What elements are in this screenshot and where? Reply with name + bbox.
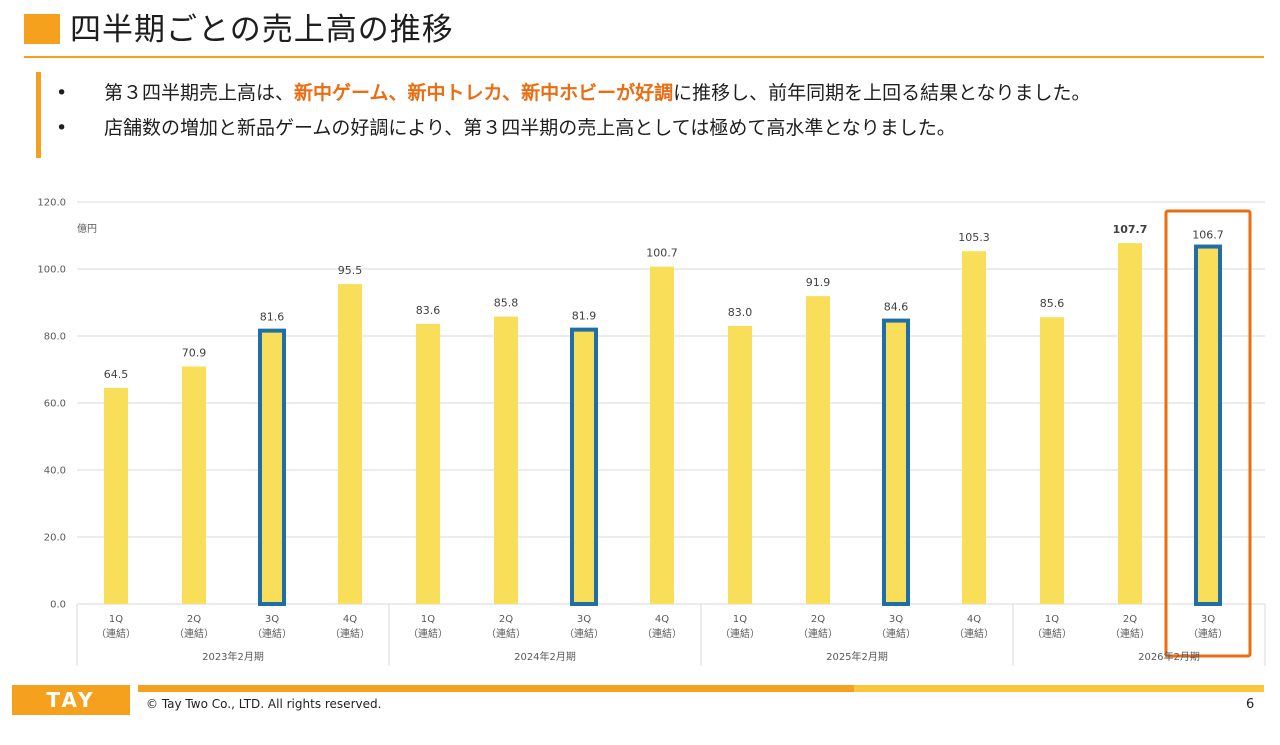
x-tick-label: 2Q	[811, 614, 825, 625]
bar	[182, 366, 206, 604]
x-tick-label: 1Q	[1045, 614, 1059, 625]
x-tick-sublabel: （連結）	[486, 627, 526, 640]
data-label: 105.3	[958, 231, 990, 244]
x-tick-label: 3Q	[265, 614, 279, 625]
x-group-label: 2023年2月期	[202, 650, 264, 663]
x-tick-label: 3Q	[1201, 614, 1215, 625]
y-tick-label: 80.0	[44, 332, 66, 343]
data-label: 91.9	[806, 276, 831, 289]
bullet-marker: •	[56, 82, 68, 104]
bullets-accent-bar	[36, 72, 41, 158]
quarterly-sales-chart: 0.0 20.0 40.0 60.0 80.0 100.0 120.0 億円 64.5 1Q （連結…	[37, 198, 1266, 666]
x-tick-sublabel: （連結）	[1110, 627, 1150, 640]
page-number: 6	[1246, 697, 1255, 712]
footer-bar-orange	[138, 685, 854, 692]
bar	[494, 316, 518, 604]
bar-highlighted	[258, 328, 286, 606]
y-tick-label: 120.0	[37, 198, 66, 209]
footer-bar-yellow	[854, 685, 1264, 692]
data-label: 107.7	[1113, 223, 1148, 236]
page-title: 四半期ごとの売上高の推移	[70, 12, 454, 48]
bar	[1040, 317, 1064, 604]
bullet-marker: •	[56, 117, 68, 139]
title-accent-square	[24, 14, 60, 44]
x-tick-label: 1Q	[109, 614, 123, 625]
x-tick-label: 4Q	[343, 614, 357, 625]
x-tick-label: 1Q	[733, 614, 747, 625]
y-tick-label: 20.0	[44, 533, 66, 544]
data-label: 81.9	[572, 310, 597, 323]
bar	[1118, 243, 1142, 604]
bar	[104, 387, 128, 604]
bar	[338, 284, 362, 604]
bullet-item: • 第３四半期売上高は、新中ゲーム、新中トレカ、新中ホビーが好調に推移し、前年同期…	[56, 80, 1091, 106]
data-label: 83.6	[416, 304, 441, 317]
bullet-text-highlight: 新中ゲーム、新中トレカ、新中ホビーが好調	[294, 82, 674, 104]
copyright-text: © Tay Two Co., LTD. All rights reserved.	[146, 697, 382, 711]
x-group-label: 2026年2月期	[1138, 650, 1200, 663]
x-tick-sublabel: （連結）	[252, 627, 292, 640]
data-label: 85.6	[1040, 297, 1065, 310]
bar-highlighted	[882, 318, 910, 606]
data-label: 95.5	[338, 264, 363, 277]
y-tick-label: 60.0	[44, 399, 66, 410]
x-tick-sublabel: （連結）	[96, 627, 136, 640]
bar-highlighted	[1194, 244, 1222, 606]
x-tick-sublabel: （連結）	[642, 627, 682, 640]
x-tick-sublabel: （連結）	[954, 627, 994, 640]
x-tick-sublabel: （連結）	[720, 627, 760, 640]
summary-bullets: • 第３四半期売上高は、新中ゲーム、新中トレカ、新中ホビーが好調に推移し、前年同期…	[36, 72, 1256, 158]
company-logo: TAY TWO	[12, 685, 130, 742]
title-underline	[24, 56, 1264, 58]
bar	[806, 296, 830, 604]
data-label: 85.8	[494, 297, 519, 310]
x-tick-label: 4Q	[967, 614, 981, 625]
data-label: 83.0	[728, 306, 753, 319]
x-tick-sublabel: （連結）	[1032, 627, 1072, 640]
bullet-text-pre: 第３四半期売上高は、	[104, 82, 295, 104]
bar-highlighted	[570, 327, 598, 606]
x-tick-label: 3Q	[889, 614, 903, 625]
x-tick-label: 3Q	[577, 614, 591, 625]
x-tick-sublabel: （連結）	[564, 627, 604, 640]
x-tick-sublabel: （連結）	[408, 627, 448, 640]
bullet-text-pre: 店舗数の増加と新品ゲームの好調により、第３四半期の売上高としては極めて高水準とな…	[104, 117, 956, 139]
data-label: 70.9	[182, 346, 207, 359]
bar	[416, 323, 440, 604]
x-group-label: 2024年2月期	[514, 650, 576, 663]
data-label: 81.6	[260, 311, 285, 324]
emphasis-box	[1164, 209, 1252, 658]
x-tick-label: 2Q	[1123, 614, 1137, 625]
bar	[728, 325, 752, 604]
data-label: 100.7	[646, 247, 678, 260]
x-group-label: 2025年2月期	[826, 650, 888, 663]
x-tick-sublabel: （連結）	[174, 627, 214, 640]
y-tick-label: 40.0	[44, 466, 66, 477]
bullet-text-post: に推移し、前年同期を上回る結果となりました。	[673, 82, 1091, 104]
x-tick-sublabel: （連結）	[798, 627, 838, 640]
x-tick-sublabel: （連結）	[876, 627, 916, 640]
bar	[962, 251, 986, 604]
data-label: 64.5	[104, 368, 129, 381]
y-tick-label: 100.0	[37, 265, 66, 276]
x-tick-label: 2Q	[187, 614, 201, 625]
y-tick-label: 0.0	[50, 600, 66, 611]
x-tick-sublabel: （連結）	[330, 627, 370, 640]
bar	[650, 266, 674, 604]
y-unit-label: 億円	[77, 222, 97, 235]
x-tick-label: 2Q	[499, 614, 513, 625]
x-tick-label: 4Q	[655, 614, 669, 625]
data-label-emphasized: 106.7	[1192, 229, 1224, 242]
x-tick-label: 1Q	[421, 614, 435, 625]
data-label: 84.6	[884, 301, 909, 314]
x-tick-sublabel: （連結）	[1188, 627, 1228, 640]
bullet-item: • 店舗数の増加と新品ゲームの好調により、第３四半期の売上高としては極めて高水準と…	[56, 115, 956, 141]
